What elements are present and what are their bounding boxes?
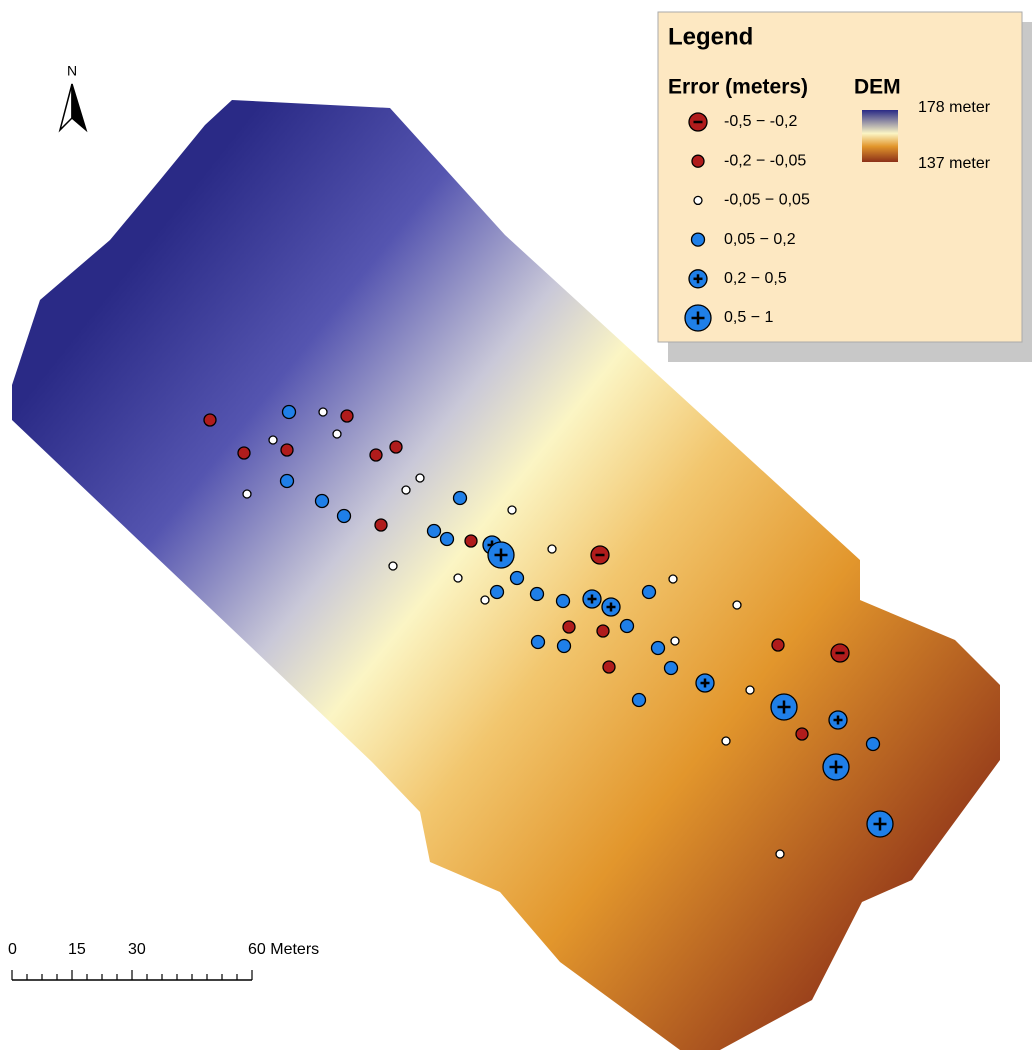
error-point bbox=[238, 447, 250, 459]
error-point bbox=[692, 233, 705, 246]
scale-label: 15 bbox=[68, 941, 86, 958]
error-point bbox=[669, 575, 677, 583]
legend-label: 0,05 − 0,2 bbox=[724, 231, 796, 248]
error-point bbox=[491, 586, 504, 599]
error-point bbox=[281, 475, 294, 488]
map: N Legend Error (meters) DEM 178 meter 13… bbox=[0, 0, 1032, 1054]
legend-label: -0,05 − 0,05 bbox=[724, 192, 810, 209]
error-point bbox=[465, 535, 477, 547]
legend-title: Legend bbox=[668, 23, 753, 50]
dem-low: 137 meter bbox=[918, 155, 991, 172]
error-point bbox=[776, 850, 784, 858]
north-label: N bbox=[67, 63, 77, 79]
error-point bbox=[454, 492, 467, 505]
dem-heading: DEM bbox=[854, 76, 901, 99]
error-point bbox=[532, 636, 545, 649]
error-heading: Error (meters) bbox=[668, 76, 808, 99]
error-point bbox=[402, 486, 410, 494]
legend-label: -0,2 − -0,05 bbox=[724, 152, 806, 169]
scale-label: 30 bbox=[128, 941, 146, 958]
error-point bbox=[733, 601, 741, 609]
error-point bbox=[597, 625, 609, 637]
error-point bbox=[281, 444, 293, 456]
error-point bbox=[563, 621, 575, 633]
error-point bbox=[338, 510, 351, 523]
error-point bbox=[454, 574, 462, 582]
error-point bbox=[243, 490, 251, 498]
error-point bbox=[557, 595, 570, 608]
error-point bbox=[746, 686, 754, 694]
error-point bbox=[621, 620, 634, 633]
error-point bbox=[603, 661, 615, 673]
error-point bbox=[692, 155, 704, 167]
error-point bbox=[558, 640, 571, 653]
error-point bbox=[428, 525, 441, 538]
legend-box bbox=[658, 12, 1022, 342]
error-point bbox=[283, 406, 296, 419]
arrow-right bbox=[72, 84, 86, 130]
error-point bbox=[481, 596, 489, 604]
error-point bbox=[643, 586, 656, 599]
error-point bbox=[370, 449, 382, 461]
error-point bbox=[867, 738, 880, 751]
error-point bbox=[665, 662, 678, 675]
page: {"legend": {"title": "Legend", "error_he… bbox=[0, 0, 1032, 1054]
error-point bbox=[671, 637, 679, 645]
arrow-left bbox=[60, 84, 72, 130]
error-point bbox=[375, 519, 387, 531]
scale-bar: 0 15 30 60 Meters bbox=[8, 941, 319, 980]
error-point bbox=[319, 408, 327, 416]
legend-label: 0,2 − 0,5 bbox=[724, 270, 787, 287]
dem-high: 178 meter bbox=[918, 99, 991, 116]
error-point bbox=[694, 196, 702, 204]
error-point bbox=[389, 562, 397, 570]
legend-label: -0,5 − -0,2 bbox=[724, 113, 797, 130]
error-point bbox=[441, 533, 454, 546]
scale-label: 60 Meters bbox=[248, 941, 319, 958]
legend: Legend Error (meters) DEM 178 meter 137 … bbox=[658, 12, 1032, 362]
legend-label: 0,5 − 1 bbox=[724, 309, 773, 326]
error-point bbox=[796, 728, 808, 740]
error-point bbox=[633, 694, 646, 707]
scale-label: 0 bbox=[8, 941, 17, 958]
error-point bbox=[548, 545, 556, 553]
dem-ramp bbox=[862, 110, 898, 162]
error-point bbox=[341, 410, 353, 422]
error-point bbox=[333, 430, 341, 438]
error-point bbox=[204, 414, 216, 426]
error-point bbox=[531, 588, 544, 601]
error-point bbox=[652, 642, 665, 655]
error-point bbox=[772, 639, 784, 651]
error-point bbox=[511, 572, 524, 585]
error-point bbox=[416, 474, 424, 482]
error-point bbox=[508, 506, 516, 514]
error-point bbox=[316, 495, 329, 508]
error-point bbox=[269, 436, 277, 444]
error-point bbox=[390, 441, 402, 453]
north-arrow: N bbox=[60, 63, 86, 130]
error-point bbox=[722, 737, 730, 745]
